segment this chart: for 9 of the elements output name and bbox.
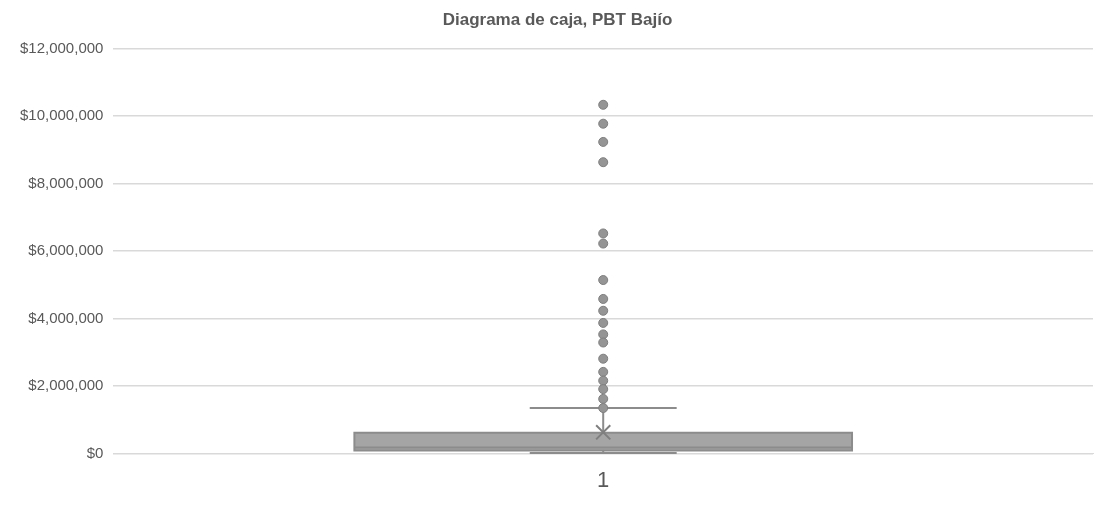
x-tick-label: 1 [597,466,610,492]
y-tick-label: $10,000,000 [19,106,104,124]
y-tick-label: $2,000,000 [28,376,104,394]
y-tick-label: $4,000,000 [28,308,104,326]
y-tick-label: $12,000,000 [19,38,104,56]
y-tick-label: $8,000,000 [28,173,104,191]
y-tick-label: $0 [86,443,104,461]
y-tick-label: $6,000,000 [28,241,104,259]
chart-title: Diagrama de caja, PBT Bajío [442,9,673,29]
